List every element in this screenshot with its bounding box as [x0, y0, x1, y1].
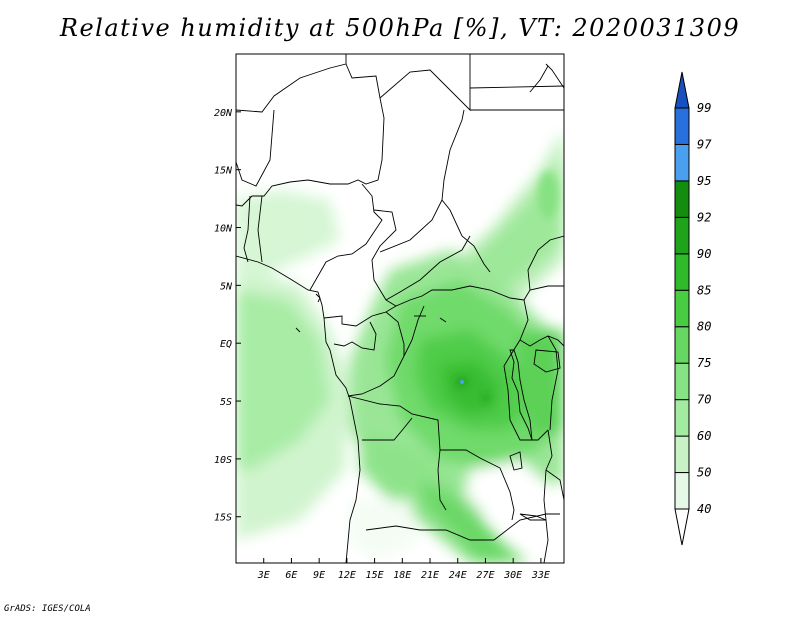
humidity-field: [236, 54, 564, 563]
lon-tick-label: 12E: [338, 570, 356, 581]
lon-tick-label: 3E: [257, 570, 270, 581]
colorbar-segment: [674, 216, 690, 255]
lat-tick-label: 5S: [220, 397, 232, 408]
colorbar-level-label: 90: [697, 247, 711, 261]
colorbar-level-label: 60: [697, 429, 711, 443]
lon-tick-label: 24E: [449, 570, 467, 581]
colorbar-segment: [674, 143, 690, 182]
lon-tick-label: 30E: [503, 570, 522, 581]
colorbar-segment: [674, 289, 690, 328]
colorbar-segment: [674, 326, 690, 364]
colorbar-segment: [674, 180, 690, 218]
map-axes: 3E 6E 9E 12E 15E 18E 21E 24E 27E 30E 33E 20N 15N 10N 5…: [214, 108, 550, 581]
colorbar-level-label: 99: [697, 101, 711, 115]
lat-tick-label: 10N: [214, 224, 233, 235]
colorbar-segment: [674, 435, 690, 474]
chart-title: Relative humidity at 500hPa [%], VT: 202…: [59, 14, 741, 42]
colorbar-level-label: 70: [697, 393, 711, 407]
colorbar-segment: [674, 362, 690, 401]
map-frame: [235, 53, 565, 564]
colorbar-level-label: 97: [697, 137, 712, 151]
country-borders: [236, 54, 564, 563]
lat-tick-label: 15S: [214, 513, 232, 524]
lon-tick-label: 15E: [366, 570, 384, 581]
colorbar-lower-triangle: [674, 508, 690, 546]
colorbar-segment: [674, 399, 690, 437]
lat-tick-label: 20N: [214, 108, 233, 119]
lat-tick-label: 15N: [214, 166, 233, 177]
colorbar-segment: [674, 107, 690, 145]
lon-tick-label: 9E: [313, 570, 325, 581]
colorbar-upper-triangle: [674, 71, 690, 109]
colorbar-level-label: 40: [697, 502, 711, 516]
lat-tick-label: 5N: [220, 281, 233, 292]
colorbar-level-label: 50: [697, 466, 711, 480]
colorbar-level-label: 92: [697, 210, 711, 224]
colorbar-level-label: 80: [697, 320, 711, 334]
colorbar-segment: [674, 253, 690, 291]
lon-tick-label: 18E: [393, 570, 411, 581]
colorbar-level-label: 85: [697, 283, 711, 297]
lon-tick-label: 6E: [285, 570, 297, 581]
colorbar: 40 50 60 70 75 80 85 90 92 95 97 99: [674, 71, 712, 546]
colorbar-level-label: 95: [697, 174, 711, 188]
grads-credit: GrADS: IGES/COLA: [4, 604, 91, 614]
lon-tick-label: 27E: [476, 570, 494, 581]
lon-tick-label: 21E: [421, 570, 439, 581]
colorbar-level-label: 75: [697, 356, 711, 370]
lat-tick-label: EQ: [220, 339, 232, 350]
colorbar-segment: [674, 472, 690, 510]
lon-tick-label: 33E: [531, 570, 550, 581]
lat-tick-label: 10S: [214, 455, 232, 466]
